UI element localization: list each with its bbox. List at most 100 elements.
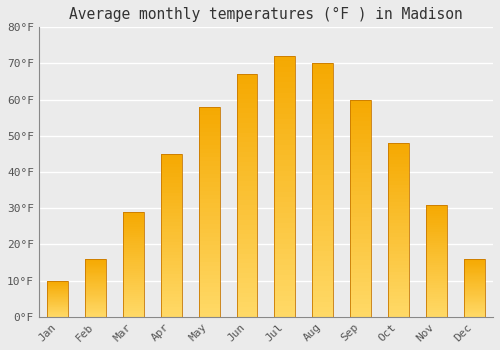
FancyBboxPatch shape — [236, 196, 258, 201]
FancyBboxPatch shape — [274, 66, 295, 72]
FancyBboxPatch shape — [464, 274, 484, 275]
FancyBboxPatch shape — [426, 254, 446, 256]
FancyBboxPatch shape — [312, 292, 333, 296]
FancyBboxPatch shape — [274, 140, 295, 145]
FancyBboxPatch shape — [198, 153, 220, 157]
Bar — [161, 154, 182, 317]
FancyBboxPatch shape — [236, 302, 258, 307]
FancyBboxPatch shape — [161, 304, 182, 307]
FancyBboxPatch shape — [274, 155, 295, 160]
FancyBboxPatch shape — [388, 160, 409, 164]
FancyBboxPatch shape — [48, 290, 68, 291]
FancyBboxPatch shape — [388, 265, 409, 268]
FancyBboxPatch shape — [312, 94, 333, 99]
FancyBboxPatch shape — [123, 315, 144, 317]
FancyBboxPatch shape — [274, 108, 295, 113]
FancyBboxPatch shape — [464, 278, 484, 279]
FancyBboxPatch shape — [161, 274, 182, 278]
FancyBboxPatch shape — [274, 187, 295, 192]
FancyBboxPatch shape — [312, 307, 333, 312]
FancyBboxPatch shape — [350, 152, 371, 156]
FancyBboxPatch shape — [426, 229, 446, 232]
FancyBboxPatch shape — [123, 292, 144, 294]
FancyBboxPatch shape — [48, 289, 68, 290]
FancyBboxPatch shape — [236, 74, 258, 79]
FancyBboxPatch shape — [388, 272, 409, 275]
FancyBboxPatch shape — [274, 129, 295, 134]
FancyBboxPatch shape — [426, 308, 446, 310]
FancyBboxPatch shape — [274, 171, 295, 176]
FancyBboxPatch shape — [426, 225, 446, 227]
FancyBboxPatch shape — [85, 311, 106, 312]
FancyBboxPatch shape — [85, 282, 106, 283]
FancyBboxPatch shape — [161, 268, 182, 271]
FancyBboxPatch shape — [464, 313, 484, 315]
FancyBboxPatch shape — [48, 308, 68, 309]
FancyBboxPatch shape — [426, 207, 446, 209]
FancyBboxPatch shape — [426, 227, 446, 229]
FancyBboxPatch shape — [350, 108, 371, 113]
FancyBboxPatch shape — [464, 271, 484, 272]
FancyBboxPatch shape — [464, 260, 484, 261]
FancyBboxPatch shape — [388, 293, 409, 296]
FancyBboxPatch shape — [426, 265, 446, 267]
FancyBboxPatch shape — [350, 234, 371, 239]
FancyBboxPatch shape — [350, 117, 371, 121]
Bar — [48, 281, 68, 317]
FancyBboxPatch shape — [388, 226, 409, 230]
FancyBboxPatch shape — [464, 280, 484, 281]
FancyBboxPatch shape — [388, 247, 409, 251]
FancyBboxPatch shape — [198, 124, 220, 128]
FancyBboxPatch shape — [312, 266, 333, 271]
FancyBboxPatch shape — [426, 240, 446, 243]
FancyBboxPatch shape — [388, 289, 409, 293]
FancyBboxPatch shape — [123, 233, 144, 235]
FancyBboxPatch shape — [388, 164, 409, 167]
FancyBboxPatch shape — [426, 232, 446, 234]
FancyBboxPatch shape — [48, 298, 68, 299]
FancyBboxPatch shape — [312, 216, 333, 220]
FancyBboxPatch shape — [85, 268, 106, 269]
FancyBboxPatch shape — [85, 288, 106, 289]
FancyBboxPatch shape — [85, 267, 106, 268]
FancyBboxPatch shape — [426, 290, 446, 292]
FancyBboxPatch shape — [426, 296, 446, 299]
FancyBboxPatch shape — [48, 295, 68, 296]
FancyBboxPatch shape — [388, 275, 409, 279]
FancyBboxPatch shape — [123, 271, 144, 273]
FancyBboxPatch shape — [388, 206, 409, 209]
FancyBboxPatch shape — [464, 266, 484, 267]
FancyBboxPatch shape — [426, 211, 446, 214]
FancyBboxPatch shape — [388, 223, 409, 226]
FancyBboxPatch shape — [236, 210, 258, 215]
FancyBboxPatch shape — [464, 276, 484, 278]
FancyBboxPatch shape — [426, 274, 446, 276]
FancyBboxPatch shape — [48, 315, 68, 316]
FancyBboxPatch shape — [274, 119, 295, 124]
FancyBboxPatch shape — [161, 252, 182, 255]
FancyBboxPatch shape — [274, 223, 295, 228]
FancyBboxPatch shape — [274, 306, 295, 312]
FancyBboxPatch shape — [312, 256, 333, 261]
FancyBboxPatch shape — [350, 134, 371, 139]
FancyBboxPatch shape — [161, 199, 182, 203]
FancyBboxPatch shape — [312, 155, 333, 160]
FancyBboxPatch shape — [464, 267, 484, 268]
FancyBboxPatch shape — [123, 231, 144, 233]
FancyBboxPatch shape — [85, 293, 106, 294]
FancyBboxPatch shape — [236, 162, 258, 167]
FancyBboxPatch shape — [388, 195, 409, 199]
FancyBboxPatch shape — [464, 302, 484, 303]
FancyBboxPatch shape — [312, 74, 333, 79]
FancyBboxPatch shape — [312, 130, 333, 134]
FancyBboxPatch shape — [388, 282, 409, 286]
FancyBboxPatch shape — [161, 265, 182, 268]
FancyBboxPatch shape — [312, 89, 333, 94]
FancyBboxPatch shape — [48, 312, 68, 313]
FancyBboxPatch shape — [388, 244, 409, 247]
FancyBboxPatch shape — [388, 171, 409, 174]
FancyBboxPatch shape — [236, 298, 258, 302]
FancyBboxPatch shape — [48, 293, 68, 294]
FancyBboxPatch shape — [198, 149, 220, 153]
FancyBboxPatch shape — [85, 305, 106, 306]
